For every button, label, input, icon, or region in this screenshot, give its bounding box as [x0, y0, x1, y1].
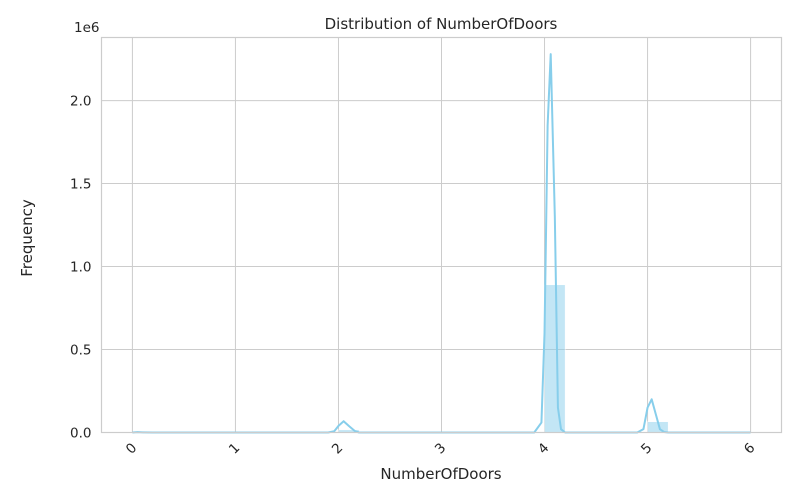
histogram-bar — [544, 284, 566, 433]
x-tick-label: 2 — [329, 440, 346, 457]
x-tick-labels: 0 1 2 3 4 5 6 — [123, 440, 759, 457]
y-tick-label: 1.0 — [70, 260, 91, 276]
y-tick-label: 1.5 — [70, 177, 91, 193]
y-tick-label: 0.5 — [70, 343, 91, 359]
x-tick-label: 1 — [226, 440, 243, 457]
y-tick-label: 0.0 — [70, 426, 91, 442]
grid-lines — [101, 37, 782, 433]
kde-curve-group — [132, 53, 751, 434]
y-axis-label: Frequency — [18, 199, 36, 277]
x-tick-label: 4 — [535, 440, 552, 457]
x-tick-label: 6 — [741, 440, 758, 457]
kde-line — [132, 53, 751, 434]
x-axis-label: NumberOfDoors — [380, 465, 501, 483]
y-tick-labels: 0.0 0.5 1.0 1.5 2.0 — [70, 94, 91, 442]
plot-frame — [100, 36, 783, 434]
y-tick-label: 2.0 — [70, 94, 91, 110]
x-tick-label: 0 — [123, 440, 140, 457]
chart-title: Distribution of NumberOfDoors — [325, 15, 558, 33]
x-tick-label: 3 — [432, 440, 449, 457]
x-tick-label: 5 — [638, 440, 655, 457]
histogram-bars — [132, 284, 669, 434]
y-scale-label: 1e6 — [74, 20, 99, 36]
